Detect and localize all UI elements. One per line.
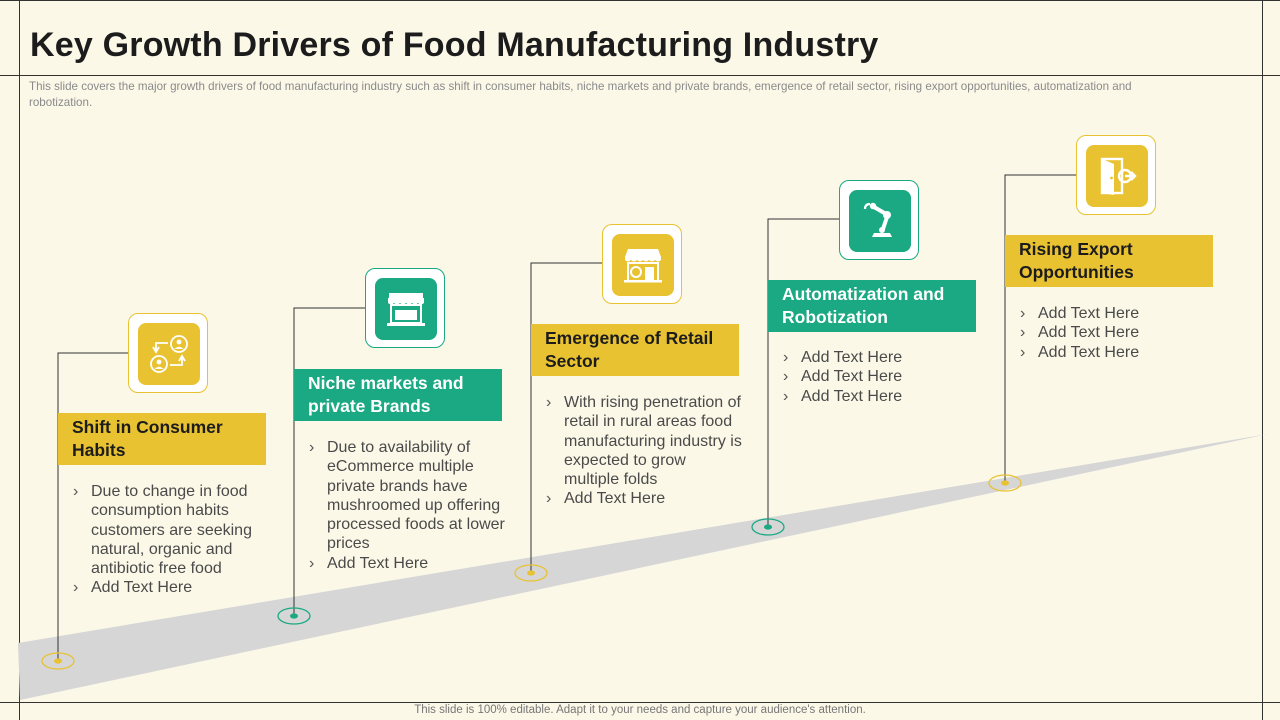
- title-divider: [0, 75, 1280, 76]
- page-subtitle: This slide covers the major growth drive…: [29, 80, 1132, 109]
- driver-4-header: Automatization and Robotization: [768, 280, 976, 332]
- driver-3-bullet-1: With rising penetration of retail in rur…: [545, 393, 745, 489]
- growth-road: [18, 434, 1268, 700]
- road-marker-4: [751, 518, 785, 536]
- driver-4-icon-box: [839, 180, 919, 260]
- top-edge-rule: [0, 0, 1280, 1]
- road-marker-2: [277, 607, 311, 625]
- driver-5-bullet-2: Add Text Here: [1019, 323, 1219, 343]
- footer-divider: [0, 702, 1280, 703]
- storefront-icon: [387, 293, 425, 326]
- frame-right-border: [1262, 0, 1263, 720]
- driver-2-bullets: Due to availability of eCommerce multipl…: [308, 438, 508, 573]
- driver-5-bullet-3: Add Text Here: [1019, 343, 1219, 363]
- driver-1-icon-box: [128, 313, 208, 393]
- driver-4-bullets: Add Text Here Add Text Here Add Text Her…: [782, 348, 982, 406]
- road-marker-3: [514, 564, 548, 582]
- driver-2-title: Niche markets and private Brands: [308, 373, 464, 416]
- connector-line-4: [767, 218, 839, 526]
- driver-4-title: Automatization and Robotization: [782, 284, 945, 327]
- driver-5-header: Rising Export Opportunities: [1005, 235, 1213, 287]
- driver-3-icon-box: [602, 224, 682, 304]
- driver-3-title: Emergence of Retail Sector: [545, 328, 714, 371]
- driver-2-bullet-2: Add Text Here: [308, 554, 508, 574]
- connector-line-3: [530, 262, 602, 572]
- connector-line-1: [57, 352, 128, 660]
- driver-2-bullet-1: Due to availability of eCommerce multipl…: [308, 438, 508, 554]
- driver-4-bullet-3: Add Text Here: [782, 387, 982, 407]
- driver-1-header: Shift in Consumer Habits: [58, 413, 266, 465]
- driver-1-bullet-2: Add Text Here: [72, 578, 264, 598]
- driver-3-header: Emergence of Retail Sector: [531, 324, 739, 376]
- driver-1-bullet-1: Due to change in food consumption habits…: [72, 482, 264, 578]
- robotic-arm-icon: [863, 202, 892, 237]
- driver-1-bullets: Due to change in food consumption habits…: [72, 482, 264, 598]
- driver-3-bullets: With rising penetration of retail in rur…: [545, 393, 745, 509]
- connector-line-2: [293, 307, 365, 615]
- driver-4-bullet-2: Add Text Here: [782, 367, 982, 387]
- driver-4-bullet-1: Add Text Here: [782, 348, 982, 368]
- driver-5-title: Rising Export Opportunities: [1019, 239, 1134, 282]
- driver-5-icon-box: [1076, 135, 1156, 215]
- driver-3-bullet-2: Add Text Here: [545, 489, 745, 509]
- driver-5-bullet-1: Add Text Here: [1019, 304, 1219, 324]
- road-marker-5: [988, 474, 1022, 492]
- retail-store-icon: [624, 249, 662, 283]
- driver-1-title: Shift in Consumer Habits: [72, 417, 223, 460]
- driver-2-header: Niche markets and private Brands: [294, 369, 502, 421]
- consumer-exchange-icon: [150, 335, 188, 373]
- road-marker-1: [41, 652, 75, 670]
- driver-5-bullets: Add Text Here Add Text Here Add Text Her…: [1019, 304, 1219, 362]
- connector-line-5: [1004, 174, 1076, 482]
- page-title: Key Growth Drivers of Food Manufacturing…: [30, 26, 879, 64]
- frame-left-border: [19, 0, 20, 720]
- export-door-icon: [1100, 157, 1137, 195]
- driver-2-icon-box: [365, 268, 445, 348]
- footer-note: This slide is 100% editable. Adapt it to…: [414, 704, 866, 716]
